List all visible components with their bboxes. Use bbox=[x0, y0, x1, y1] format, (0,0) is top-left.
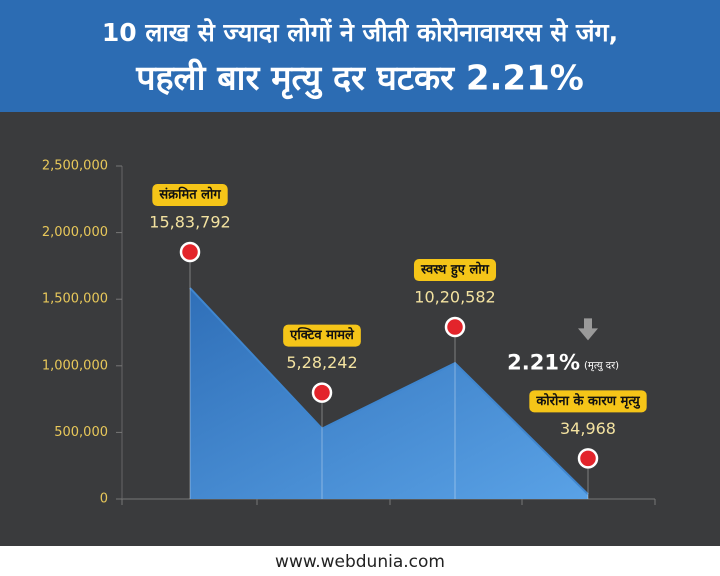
y-tick-label: 1,000,000 bbox=[42, 358, 108, 373]
category-box bbox=[529, 390, 647, 413]
down-arrow bbox=[578, 318, 598, 341]
value-label: 15,83,792 bbox=[149, 213, 230, 232]
annotation: 2.21% bbox=[507, 350, 580, 374]
category-box bbox=[152, 184, 228, 207]
y-tick-label: 0 bbox=[100, 492, 108, 507]
value-label: 5,28,242 bbox=[286, 353, 357, 372]
category-box bbox=[283, 324, 361, 347]
chart-title: 10 लाख से ज्यादा लोगों ने जीती कोरोनावाय… bbox=[102, 18, 618, 47]
y-tick-label: 1,500,000 bbox=[42, 292, 108, 307]
category-box bbox=[413, 259, 497, 282]
banner bbox=[0, 0, 720, 112]
category-label: संक्रमित लोग bbox=[158, 187, 221, 203]
category-label: स्वस्थ हुए लोग bbox=[420, 262, 490, 279]
y-tick-label: 2,000,000 bbox=[42, 225, 108, 240]
annotation-note: (मृत्यु दर) bbox=[584, 360, 619, 371]
area-line bbox=[189, 287, 589, 496]
marker-dot bbox=[577, 448, 599, 469]
marker-dot bbox=[311, 382, 333, 403]
footer: www.webdunia.com bbox=[275, 552, 445, 572]
footer-background bbox=[0, 546, 720, 576]
value-label: 10,20,582 bbox=[414, 288, 495, 307]
chart-subtitle: पहली बार मृत्यु दर घटकर 2.21% bbox=[135, 58, 584, 100]
marker-dot bbox=[179, 241, 201, 263]
area bbox=[190, 288, 588, 499]
category-label: कोरोना के कारण मृत्यु bbox=[535, 393, 640, 409]
y-tick-label: 2,500,000 bbox=[42, 159, 108, 174]
value-label: 34,968 bbox=[560, 419, 616, 438]
category-label: एक्टिव मामले bbox=[289, 327, 355, 343]
marker-dot bbox=[444, 316, 466, 338]
y-tick-label: 500,000 bbox=[54, 425, 108, 440]
